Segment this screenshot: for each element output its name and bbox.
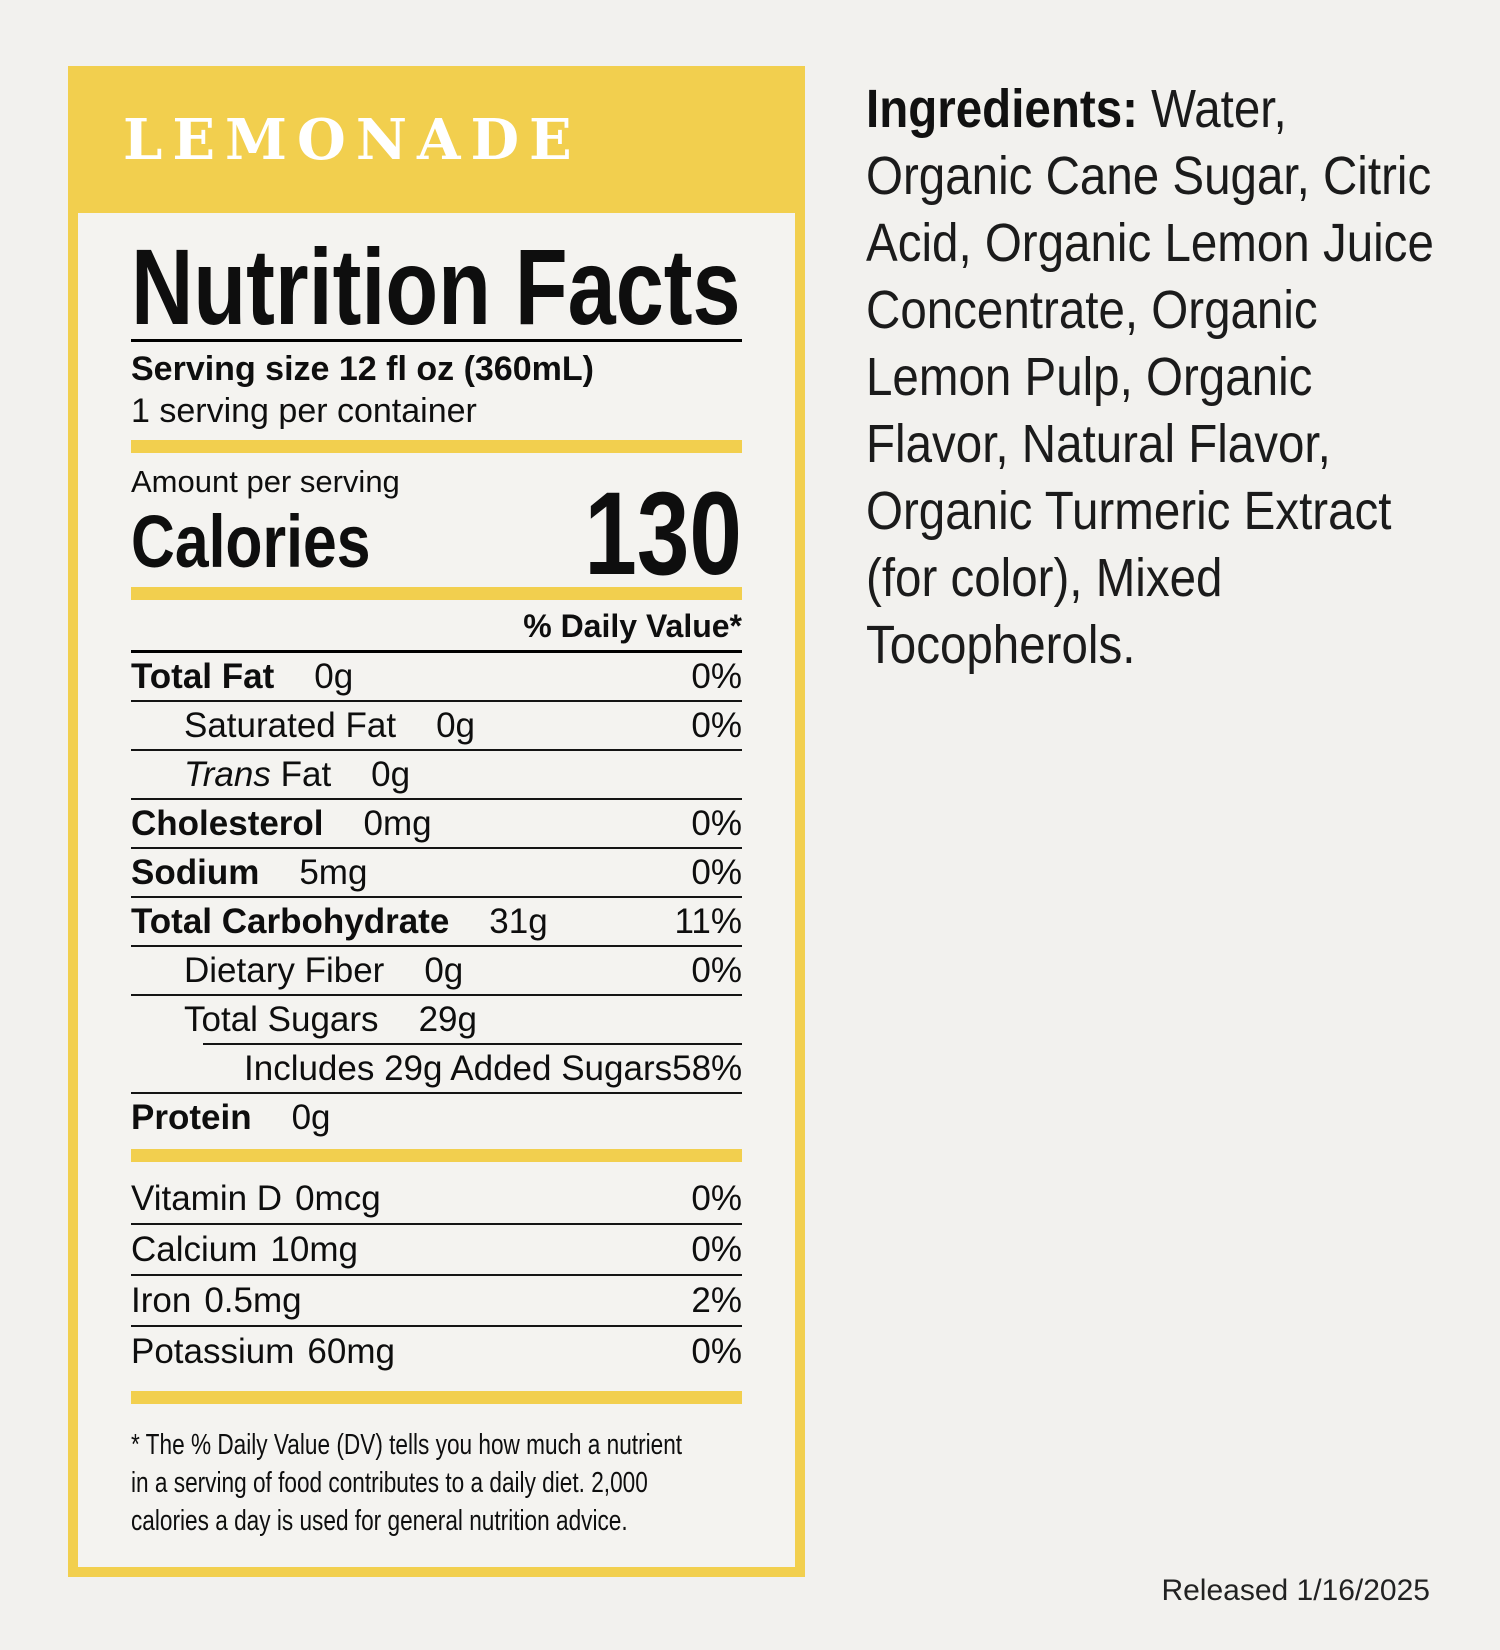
calories-row: Calories 130 — [131, 475, 742, 593]
nutrient-row: Total Carbohydrate 31g 11% — [131, 898, 742, 947]
separator-bar — [131, 1391, 742, 1404]
nutrient-name: Total Fat — [131, 656, 275, 696]
nutrient-amount: 0g — [424, 950, 464, 990]
nutrient-name: Trans Fat — [184, 754, 332, 794]
nutrient-name: Total Sugars — [184, 999, 379, 1039]
ingredients-line: Tocopherols. — [866, 615, 1136, 675]
separator-bar — [131, 1149, 742, 1162]
calories-label: Calories — [131, 500, 371, 583]
nutrient-name: Dietary Fiber — [184, 950, 385, 990]
nutrient-row: Total Fat 0g 0% — [131, 653, 742, 702]
nutrient-daily-value: 0% — [691, 803, 742, 843]
nutrient-row: Protein 0g — [131, 1094, 742, 1141]
vitamin-row: Calcium 10mg 0% — [131, 1225, 742, 1276]
nutrient-row: Cholesterol 0mg 0% — [131, 800, 742, 849]
vitamin-name: Potassium — [131, 1331, 295, 1371]
nutrient-daily-value: 0% — [691, 705, 742, 745]
daily-value-header-text: % Daily Value* — [523, 608, 742, 644]
nutrient-row: Dietary Fiber 0g 0% — [131, 947, 742, 996]
nutrient-name: Saturated Fat — [184, 705, 397, 745]
calories-value: 130 — [584, 468, 742, 600]
vitamin-rows: Vitamin D 0mcg 0% Calcium 10mg 0% Iron 0.5mg 2% P… — [131, 1174, 742, 1376]
nutrient-row: Trans Fat 0g — [131, 751, 742, 800]
nutrient-name: Cholesterol — [131, 803, 324, 843]
footnote-line: in a serving of food contributes to a da… — [131, 1467, 648, 1499]
nutrient-daily-value: 11% — [674, 901, 742, 941]
vitamin-daily-value: 0% — [691, 1229, 742, 1269]
ingredients-line: Organic Turmeric Extract — [866, 481, 1392, 541]
nutrient-name: Sodium — [131, 852, 260, 892]
released-date: Released 1/16/2025 — [1161, 1574, 1430, 1607]
ingredients-line: Organic Cane Sugar, Citric — [866, 146, 1432, 206]
ingredients-line: Flavor, Natural Flavor, — [866, 414, 1331, 474]
nutrient-row: Total Sugars 29g — [131, 996, 742, 1043]
nutrient-amount: 29g — [418, 999, 477, 1039]
nutrient-daily-value: 58% — [672, 1048, 743, 1088]
vitamin-row: Vitamin D 0mcg 0% — [131, 1174, 742, 1225]
product-name: LEMONADE — [123, 106, 582, 173]
vitamin-daily-value: 0% — [691, 1178, 742, 1218]
ingredients-line: Lemon Pulp, Organic — [866, 347, 1313, 407]
vitamin-name: Vitamin D — [131, 1178, 283, 1218]
ingredients-line: (for color), Mixed — [866, 548, 1223, 608]
footnote-line: calories a day is used for general nutri… — [131, 1505, 628, 1537]
separator-bar — [131, 440, 742, 453]
ingredients-line: Acid, Organic Lemon Juice — [866, 213, 1434, 273]
title-rule — [131, 339, 742, 342]
amount-per-serving-label: Amount per serving — [131, 464, 400, 499]
vitamin-row: Iron 0.5mg 2% — [131, 1276, 742, 1327]
indented-rule — [203, 1043, 742, 1045]
nutrient-amount: 0g — [314, 656, 354, 696]
nutrient-rows: Total Fat 0g 0% Saturated Fat 0g 0% Trans Fat 0… — [131, 653, 742, 1141]
footnote-line: * The % Daily Value (DV) tells you how m… — [131, 1429, 683, 1461]
nutrient-daily-value: 0% — [691, 852, 742, 892]
nutrient-amount: 0g — [291, 1097, 331, 1137]
ingredients-label: Ingredients: — [866, 79, 1138, 139]
vitamin-name: Iron — [131, 1280, 192, 1320]
nutrient-amount: 0g — [371, 754, 411, 794]
nutrition-panel: Nutrition Facts Serving size 12 fl oz (3… — [78, 213, 795, 1567]
nutrient-name: Total Carbohydrate — [131, 901, 450, 941]
ingredients-line: Concentrate, Organic — [866, 280, 1318, 340]
nutrient-row: Includes 29g Added Sugars 58% — [131, 1045, 742, 1094]
nutrition-facts-title: Nutrition Facts — [131, 226, 741, 347]
vitamin-amount: 60mg — [307, 1331, 395, 1371]
vitamin-amount: 0.5mg — [204, 1280, 302, 1320]
nutrient-amount: 0mg — [363, 803, 432, 843]
nutrient-amount: 31g — [489, 901, 548, 941]
servings-per-container: 1 serving per container — [131, 392, 477, 430]
vitamin-amount: 0mcg — [295, 1178, 381, 1218]
nutrient-row: Sodium 5mg 0% — [131, 849, 742, 898]
ingredients-line: Ingredients: Water, — [866, 79, 1287, 139]
label-header: LEMONADE — [78, 66, 795, 213]
nutrient-daily-value: 0% — [691, 656, 742, 696]
separator-bar — [131, 587, 742, 600]
vitamin-daily-value: 2% — [691, 1280, 742, 1320]
vitamin-name: Calcium — [131, 1229, 258, 1269]
nutrient-row: Saturated Fat 0g 0% — [131, 702, 742, 751]
nutrient-daily-value: 0% — [691, 950, 742, 990]
daily-value-footnote: * The % Daily Value (DV) tells you how m… — [131, 1426, 683, 1540]
ingredients-paragraph: Ingredients: Water, Organic Cane Sugar, C… — [866, 76, 1434, 679]
nutrition-label: LEMONADE Nutrition Facts Serving size 12… — [68, 66, 805, 1577]
vitamin-row: Potassium 60mg 0% — [131, 1327, 742, 1376]
nutrient-amount: 5mg — [299, 852, 368, 892]
nutrient-name: Includes 29g Added Sugars — [244, 1048, 673, 1088]
serving-size: Serving size 12 fl oz (360mL) — [131, 350, 594, 388]
daily-value-header: % Daily Value* — [131, 608, 742, 653]
nutrient-name: Protein — [131, 1097, 252, 1137]
vitamin-daily-value: 0% — [691, 1331, 742, 1371]
nutrient-amount: 0g — [436, 705, 476, 745]
vitamin-amount: 10mg — [270, 1229, 358, 1269]
